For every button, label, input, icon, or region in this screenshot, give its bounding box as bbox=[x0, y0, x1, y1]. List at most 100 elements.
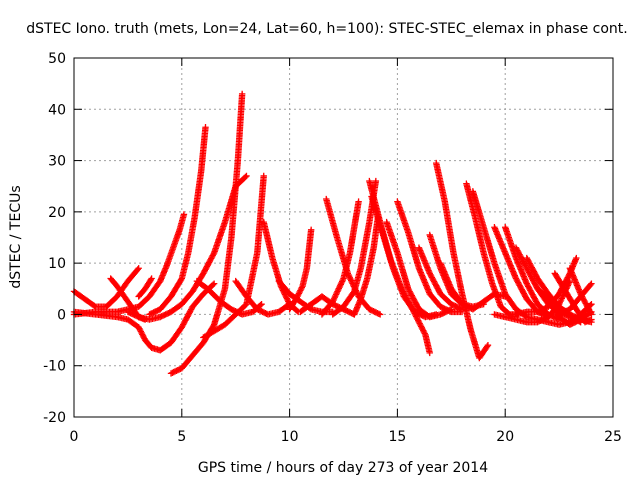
plot-frame bbox=[73, 57, 614, 418]
data-point bbox=[559, 293, 566, 301]
data-point bbox=[135, 265, 142, 272]
y-tick-label: -20 bbox=[43, 410, 66, 426]
data-point bbox=[338, 279, 345, 287]
data-point bbox=[587, 281, 594, 289]
y-tick-label: 10 bbox=[48, 256, 66, 272]
data-point bbox=[346, 274, 354, 281]
data-series bbox=[437, 259, 509, 313]
data-point bbox=[297, 285, 305, 293]
data-point bbox=[415, 317, 422, 324]
x-tick-label: 20 bbox=[496, 429, 514, 445]
data-point bbox=[345, 273, 353, 280]
data-point bbox=[295, 291, 302, 298]
data-point bbox=[426, 349, 433, 357]
data-point bbox=[335, 285, 342, 292]
data-series bbox=[193, 277, 265, 318]
y-tick-label: 20 bbox=[48, 205, 66, 221]
data-point bbox=[337, 281, 345, 288]
data-point bbox=[209, 281, 217, 288]
data-point bbox=[148, 275, 155, 282]
data-point bbox=[242, 173, 249, 181]
data-point bbox=[147, 276, 155, 284]
marks-layer bbox=[70, 90, 595, 377]
x-tick-label: 0 bbox=[70, 429, 79, 445]
data-series bbox=[394, 198, 466, 316]
data-point bbox=[331, 294, 338, 301]
data-point bbox=[417, 323, 425, 330]
y-axis-title: dSTEC / TECUs bbox=[8, 185, 24, 288]
data-point bbox=[333, 289, 340, 297]
data-series bbox=[469, 188, 541, 323]
data-point bbox=[555, 300, 563, 308]
data-point bbox=[483, 343, 491, 350]
data-point bbox=[417, 321, 424, 329]
data-point bbox=[210, 251, 217, 258]
data-series bbox=[146, 124, 209, 318]
y-tick-label: -10 bbox=[43, 359, 66, 375]
data-point bbox=[339, 276, 347, 284]
data-point bbox=[135, 324, 142, 331]
data-point bbox=[140, 334, 147, 341]
ticks-layer: 0 5 10 15 20 25 -20 -10 0 10 20 30 40 50 bbox=[43, 51, 622, 445]
chart-title: dSTEC Iono. truth (mets, Lon=24, Lat=60,… bbox=[26, 21, 627, 37]
data-point bbox=[293, 294, 300, 301]
data-point bbox=[258, 300, 265, 308]
data-point bbox=[134, 266, 141, 273]
data-series bbox=[415, 244, 466, 313]
data-point bbox=[345, 271, 352, 279]
data-series bbox=[286, 226, 315, 313]
data-point bbox=[238, 90, 246, 98]
data-point bbox=[421, 330, 428, 337]
data-point bbox=[332, 291, 340, 298]
data-point bbox=[329, 298, 336, 305]
data-point bbox=[347, 277, 355, 284]
data-point bbox=[177, 276, 185, 284]
grid-layer bbox=[74, 58, 613, 417]
data-point bbox=[588, 311, 595, 318]
data-series bbox=[534, 300, 595, 328]
data-series bbox=[491, 224, 552, 321]
data-point bbox=[307, 226, 315, 234]
data-point bbox=[334, 288, 341, 295]
data-point bbox=[292, 295, 300, 303]
data-point bbox=[420, 328, 428, 336]
data-point bbox=[350, 289, 357, 296]
data-point bbox=[376, 311, 384, 318]
data-point bbox=[338, 278, 346, 285]
data-point bbox=[557, 296, 565, 304]
data-point bbox=[202, 124, 209, 131]
data-point bbox=[260, 172, 267, 180]
data-point bbox=[243, 172, 250, 180]
data-point bbox=[587, 309, 594, 317]
x-axis-title: GPS time / hours of day 273 of year 2014 bbox=[198, 460, 488, 476]
data-point bbox=[137, 328, 145, 335]
data-point bbox=[296, 288, 303, 296]
data-point bbox=[415, 318, 423, 326]
data-point bbox=[136, 326, 144, 334]
data-point bbox=[588, 300, 595, 308]
data-point bbox=[330, 296, 337, 304]
data-point bbox=[297, 287, 304, 294]
data-series bbox=[433, 159, 492, 362]
data-point bbox=[414, 316, 421, 323]
data-point bbox=[355, 198, 362, 205]
data-point bbox=[558, 295, 565, 302]
x-tick-label: 15 bbox=[388, 429, 406, 445]
data-point bbox=[587, 301, 594, 309]
data-series bbox=[200, 172, 267, 341]
data-point bbox=[210, 280, 218, 287]
data-point bbox=[484, 342, 492, 349]
data-point bbox=[588, 280, 595, 287]
data-point bbox=[372, 177, 380, 185]
data-point bbox=[557, 298, 564, 305]
y-tick-label: 50 bbox=[48, 51, 66, 67]
data-point bbox=[418, 324, 426, 332]
data-series bbox=[232, 277, 293, 318]
y-tick-label: 40 bbox=[48, 102, 66, 118]
data-point bbox=[420, 327, 427, 334]
data-point bbox=[573, 254, 580, 262]
x-tick-label: 5 bbox=[177, 429, 186, 445]
data-point bbox=[139, 331, 146, 338]
